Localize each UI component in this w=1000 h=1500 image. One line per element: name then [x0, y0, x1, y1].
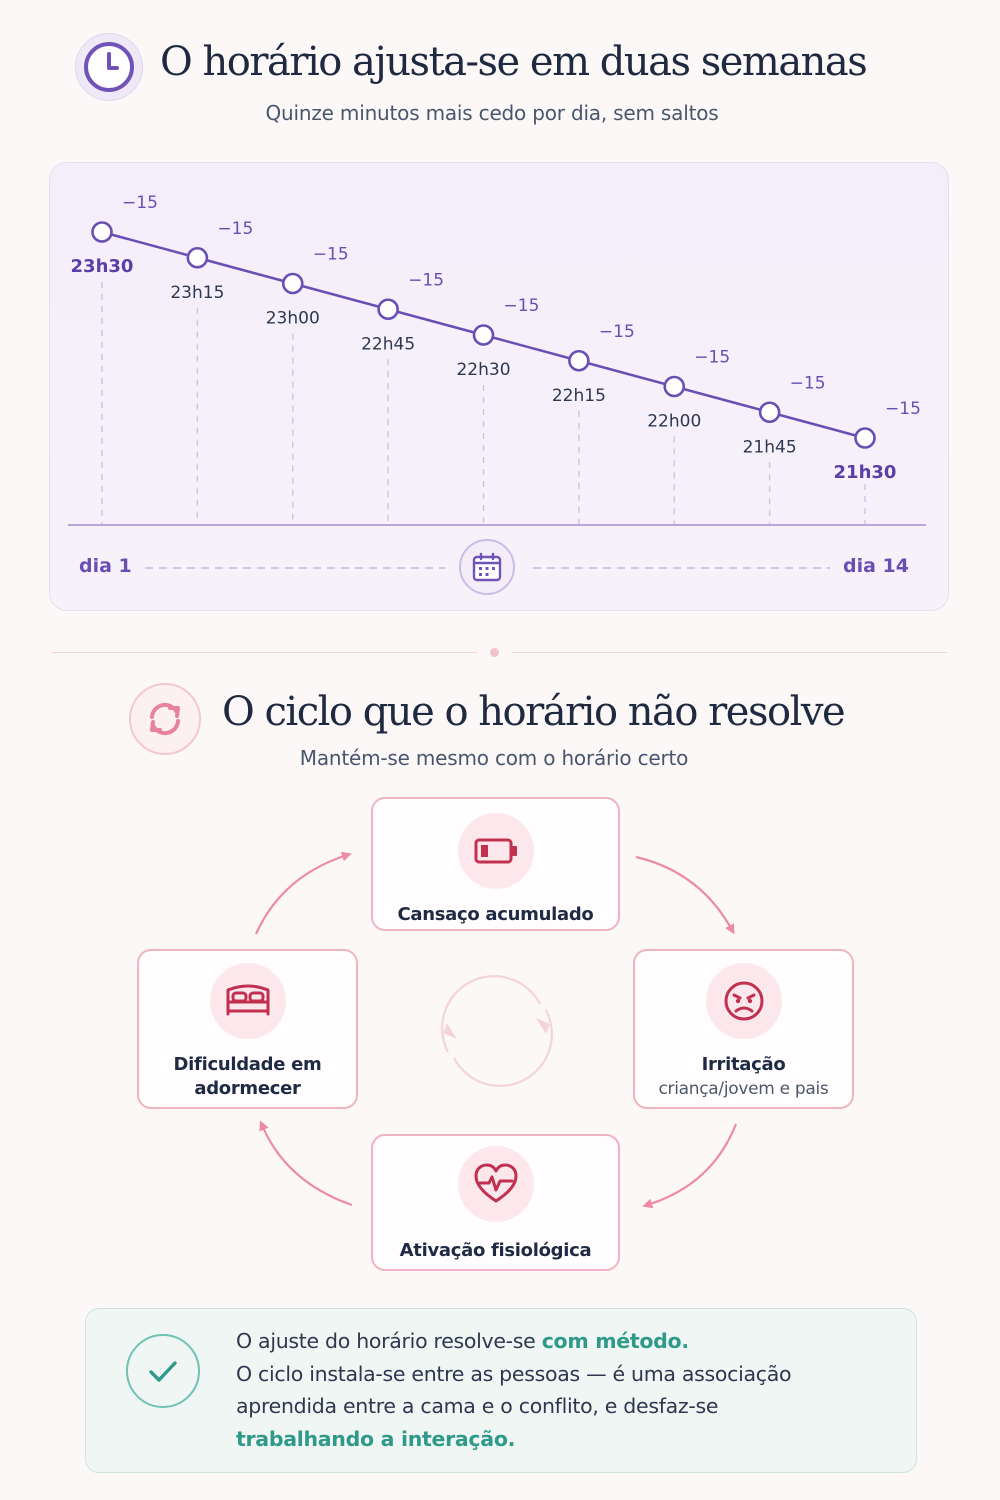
schedule-point	[186, 246, 209, 269]
cycle-node-activation: Ativação fisiológica	[371, 1134, 620, 1271]
note-line-1: O ajuste do horário resolve-se com métod…	[236, 1325, 791, 1358]
schedule-point	[758, 401, 781, 424]
note-line-2: O ciclo instala-se entre as pessoas — é …	[236, 1361, 792, 1386]
cycle-node-irritation: Irritação criança/jovem e pais	[633, 949, 854, 1109]
time-label: 22h30	[456, 360, 510, 380]
day-end-label: dia 14	[843, 555, 909, 577]
note-highlight-interaction: trabalhando a interação.	[236, 1426, 516, 1451]
cycle-title: O ciclo que o horário não resolve	[222, 689, 846, 735]
schedule-point	[568, 349, 590, 372]
schedule-subtitle: Quinze minutos mais cedo por dia, sem sa…	[265, 101, 719, 125]
schedule-point	[91, 221, 113, 243]
battery-low-icon	[457, 813, 534, 889]
schedule-chart: 23h30 −15 23h15 −15 23h00 −15 22h45 −15 22h30 −15…	[68, 193, 926, 569]
time-label: 21h45	[743, 437, 797, 457]
schedule-point	[472, 324, 495, 346]
cycle-node-fatigue: Cansaço acumulado	[371, 797, 620, 931]
time-label: 23h00	[266, 309, 320, 329]
schedule-point	[854, 427, 876, 449]
refresh-icon	[129, 683, 201, 755]
time-label: 21h30	[834, 462, 897, 483]
time-label: 23h15	[170, 283, 224, 303]
cycle-arrows	[254, 851, 738, 1209]
section-divider-right	[512, 652, 947, 653]
day-start-label: dia 1	[79, 555, 132, 577]
calendar-icon	[459, 539, 515, 595]
schedule-point	[663, 375, 686, 398]
cycle-center-icon	[441, 975, 553, 1087]
section-divider-left	[52, 652, 477, 653]
delta-label: −15	[790, 373, 826, 393]
arrow-left-to-top	[254, 851, 352, 935]
heart-pulse-icon	[457, 1146, 534, 1222]
check-icon	[126, 1334, 200, 1408]
time-label: 23h30	[71, 256, 134, 277]
angry-face-icon	[705, 963, 782, 1039]
delta-label: −15	[217, 219, 253, 239]
time-label: 22h00	[647, 412, 701, 432]
node-irritation-sublabel: criança/jovem e pais	[658, 1079, 829, 1099]
node-activation-label: Ativação fisiológica	[399, 1240, 592, 1261]
schedule-title: O horário ajusta-se em duas semanas	[160, 39, 868, 85]
node-irritation-label: Irritação	[701, 1054, 786, 1075]
arrow-right-to-bottom	[642, 1123, 738, 1209]
note-text: O ajuste do horário resolve-se com métod…	[236, 1325, 792, 1455]
node-sleep-onset-label-line2: adormecer	[194, 1078, 301, 1099]
schedule-panel	[49, 162, 949, 611]
delta-label: −15	[313, 245, 349, 265]
cycle-node-sleep-onset: Dificuldade em adormecer	[137, 949, 358, 1109]
schedule-point	[377, 298, 399, 321]
delta-label: −15	[885, 399, 921, 419]
time-label: 22h15	[552, 386, 606, 406]
schedule-point	[281, 272, 304, 295]
time-label: 22h45	[361, 334, 415, 354]
cycle-subtitle: Mantém-se mesmo com o horário certo	[299, 746, 689, 770]
node-fatigue-label: Cansaço acumulado	[397, 904, 594, 925]
note-line-1-text: O ajuste do horário resolve-se	[236, 1329, 542, 1353]
clock-icon	[75, 33, 143, 101]
bed-icon	[209, 963, 286, 1039]
delta-label: −15	[599, 322, 635, 342]
delta-label: −15	[504, 296, 540, 316]
node-sleep-onset-label-line1: Dificuldade em	[173, 1054, 322, 1075]
note-line-3: aprendida entre a cama e o conflito, e d…	[236, 1394, 719, 1418]
section-divider-dot	[490, 648, 499, 657]
conclusion-note	[85, 1308, 917, 1473]
arrow-bottom-to-left	[259, 1120, 353, 1207]
delta-label: −15	[694, 348, 730, 368]
delta-label: −15	[408, 270, 444, 290]
note-highlight-method: com método.	[541, 1329, 689, 1353]
delta-label: −15	[122, 193, 158, 213]
arrow-top-to-right	[635, 855, 735, 935]
